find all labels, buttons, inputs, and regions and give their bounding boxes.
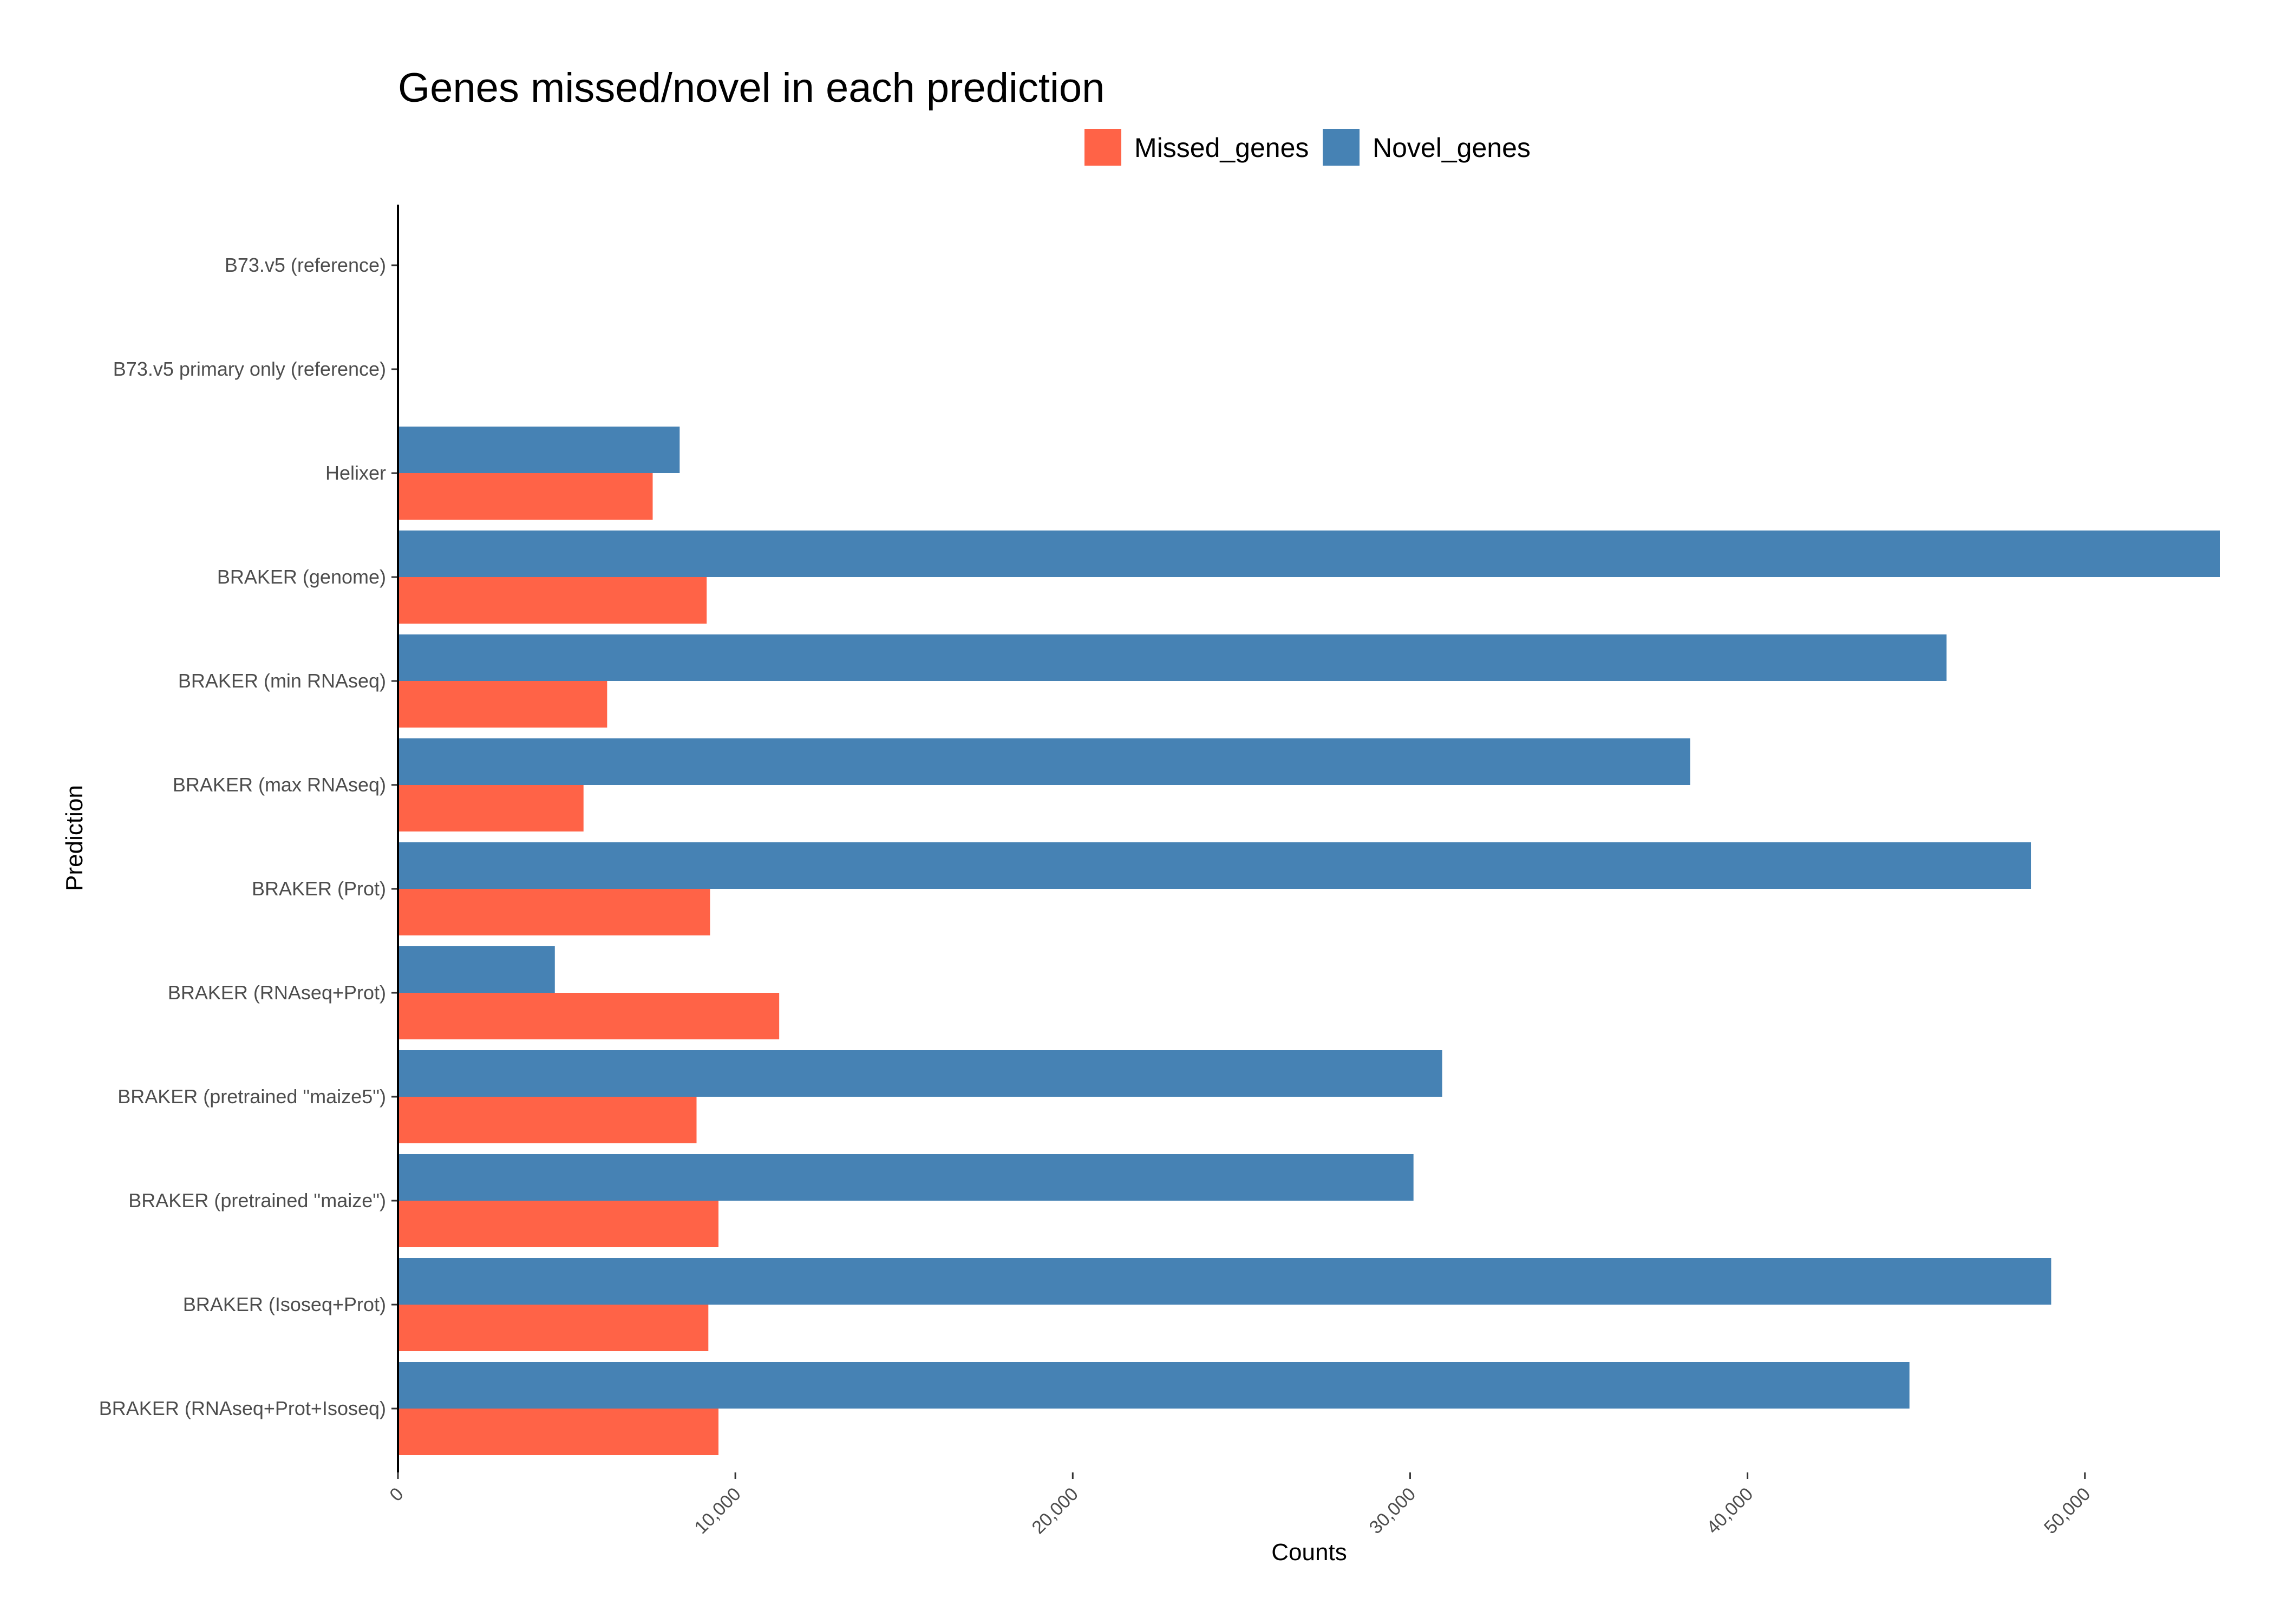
bar-novel-genes (398, 531, 2220, 577)
bar-missed-genes (398, 889, 710, 935)
x-tick-label: 40,000 (1703, 1484, 1757, 1538)
bar-missed-genes (398, 785, 584, 831)
bar-novel-genes (398, 1258, 2051, 1305)
bar-novel-genes (398, 842, 2031, 889)
category-label: BRAKER (max RNAseq) (173, 774, 386, 796)
chart-title: Genes missed/novel in each prediction (398, 65, 1105, 111)
legend: Missed_genes Novel_genes (1084, 129, 1531, 166)
category-label: BRAKER (min RNAseq) (178, 670, 386, 692)
bar-missed-genes (398, 993, 780, 1039)
x-axis-title: Counts (1271, 1539, 1347, 1566)
y-axis-title: Prediction (61, 785, 88, 891)
bar-missed-genes (398, 1201, 718, 1247)
x-tick-label: 10,000 (690, 1484, 744, 1538)
category-label: BRAKER (pretrained "maize") (128, 1189, 386, 1212)
bar-missed-genes (398, 1305, 709, 1351)
bar-novel-genes (398, 946, 555, 993)
bar-novel-genes (398, 1154, 1414, 1201)
x-tick-label: 20,000 (1028, 1484, 1082, 1538)
bar-missed-genes (398, 1409, 718, 1455)
x-ticks: 0 10,000 20,000 30,000 40,000 50,000 (385, 1472, 2094, 1538)
category-label: Helixer (325, 462, 386, 484)
legend-swatch-missed (1084, 129, 1121, 166)
x-tick-label: 30,000 (1365, 1484, 1420, 1538)
category-label: BRAKER (RNAseq+Prot+Isoseq) (99, 1397, 386, 1419)
category-label: BRAKER (pretrained "maize5") (117, 1085, 386, 1108)
x-tick-label: 50,000 (2040, 1484, 2094, 1538)
x-tick-label: 0 (385, 1484, 407, 1505)
category-label: BRAKER (genome) (217, 566, 386, 588)
bar-novel-genes (398, 738, 1690, 785)
category-label: BRAKER (RNAseq+Prot) (168, 981, 386, 1004)
bar-missed-genes (398, 1097, 697, 1143)
legend-swatch-novel (1323, 129, 1360, 166)
bar-novel-genes (398, 427, 680, 473)
bars-group (398, 427, 2220, 1455)
bar-novel-genes (398, 1362, 1910, 1409)
category-label: B73.v5 (reference) (225, 254, 386, 276)
bar-novel-genes (398, 634, 1947, 681)
category-labels: B73.v5 (reference) B73.v5 primary only (r… (99, 254, 386, 1419)
bar-missed-genes (398, 577, 707, 624)
bar-novel-genes (398, 1050, 1442, 1097)
bar-missed-genes (398, 681, 607, 728)
legend-label-missed: Missed_genes (1134, 133, 1309, 163)
category-label: BRAKER (Isoseq+Prot) (183, 1293, 386, 1315)
legend-label-novel: Novel_genes (1373, 133, 1531, 163)
category-label: B73.v5 primary only (reference) (113, 358, 386, 380)
bar-missed-genes (398, 473, 653, 520)
category-label: BRAKER (Prot) (252, 878, 386, 900)
